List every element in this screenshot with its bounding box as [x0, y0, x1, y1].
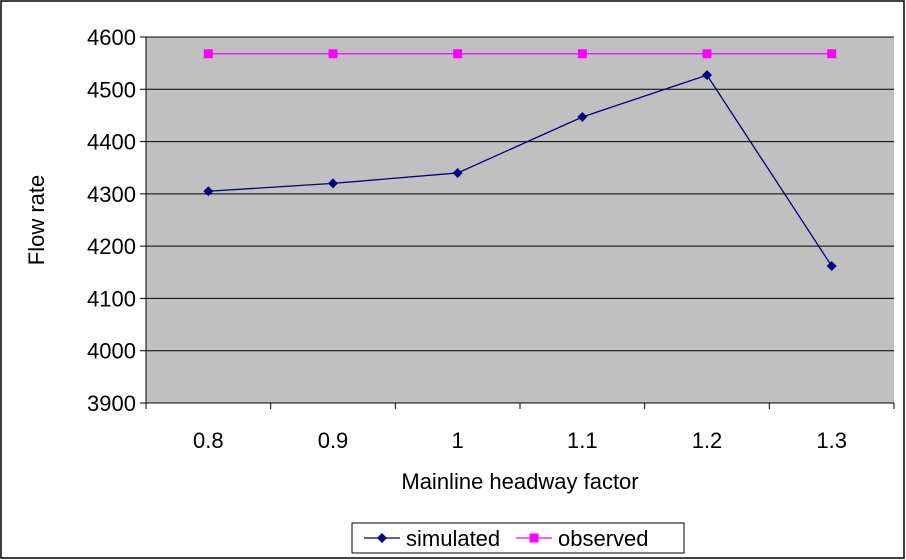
- y-axis-title: Flow rate: [24, 175, 49, 265]
- y-tick-label: 4400: [87, 130, 136, 155]
- y-tick-label: 4100: [87, 286, 136, 311]
- axes: [140, 36, 895, 409]
- series: [203, 49, 837, 272]
- legend: simulated observed: [351, 522, 685, 554]
- x-tick-label: 0.8: [193, 428, 224, 453]
- gridlines: [146, 36, 894, 352]
- legend-marker-simulated: [377, 533, 387, 543]
- data-point-observed: [577, 49, 587, 59]
- data-point-simulated: [452, 167, 463, 178]
- x-tick-label: 1.2: [692, 428, 723, 453]
- series-line-simulated: [208, 74, 833, 267]
- x-tick-label: 1: [452, 428, 464, 453]
- data-point-observed: [203, 49, 213, 59]
- x-tick-label: 0.9: [318, 428, 349, 453]
- data-point-simulated: [203, 186, 214, 197]
- data-point-simulated: [702, 70, 712, 81]
- legend-label-simulated: simulated: [406, 526, 500, 551]
- data-point-simulated: [328, 178, 338, 189]
- y-tick-label: 3900: [87, 391, 136, 416]
- data-point-simulated: [577, 111, 588, 122]
- series-simulated: [203, 70, 837, 272]
- y-tick-label: 4000: [87, 339, 136, 364]
- y-tick-label: 4300: [87, 182, 136, 207]
- data-point-observed: [827, 49, 837, 59]
- data-point-simulated: [826, 261, 837, 272]
- data-point-observed: [328, 49, 338, 59]
- x-tick-label: 1.3: [816, 428, 847, 453]
- series-observed: [203, 49, 837, 59]
- y-tick-label: 4200: [87, 234, 136, 259]
- x-axis-title: Mainline headway factor: [401, 469, 638, 494]
- data-point-observed: [453, 49, 463, 59]
- y-tick-label: 4500: [87, 77, 136, 102]
- tick-labels: 3900 4000 4100 4200 4300 4400 4500 4600 0.8 0.9 1 1…: [87, 25, 847, 453]
- legend-label-observed: observed: [558, 526, 649, 551]
- y-tick-label: 4600: [87, 25, 136, 50]
- data-point-observed: [702, 49, 712, 59]
- x-tick-label: 1.1: [567, 428, 598, 453]
- plot-area: [146, 37, 894, 403]
- legend-marker-observed: [529, 533, 539, 543]
